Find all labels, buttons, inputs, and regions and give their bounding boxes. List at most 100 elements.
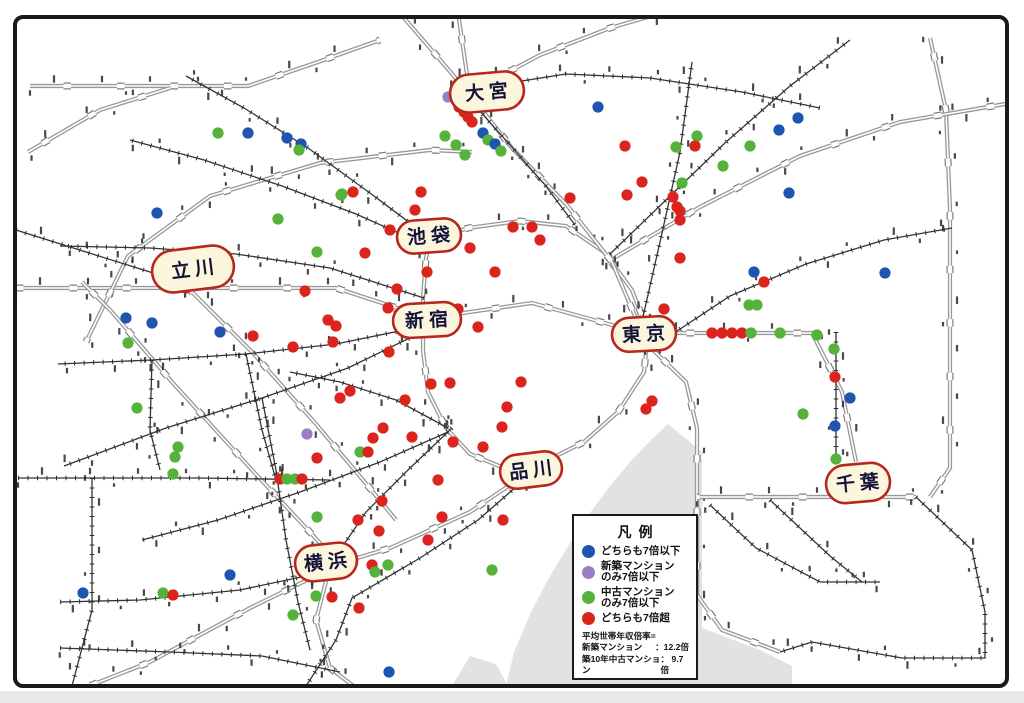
station-name-smudge [845, 242, 848, 246]
station-name-smudge [575, 225, 578, 232]
station-name-smudge [918, 238, 921, 244]
station-name-smudge [764, 502, 767, 508]
station-dot [447, 436, 459, 448]
station-name-smudge [230, 279, 234, 283]
station-dot [247, 330, 259, 342]
station-name-smudge [281, 464, 284, 471]
station-name-smudge [370, 514, 373, 520]
station-dot [811, 329, 823, 341]
station-capsule [83, 147, 473, 344]
station-name-smudge [911, 488, 915, 492]
rail-line [609, 39, 851, 255]
station-dot [310, 590, 322, 602]
station-name-smudge [722, 322, 726, 330]
station-name-smudge [955, 250, 959, 254]
station-name-smudge [201, 527, 204, 535]
station-name-smudge [269, 187, 272, 192]
station-name-smudge [937, 504, 940, 513]
station-name-smudge [418, 250, 421, 259]
station-name-smudge [674, 322, 678, 330]
station-dot [311, 452, 323, 464]
station-name-smudge [366, 594, 370, 599]
station-name-smudge [770, 323, 774, 329]
station-oval-shape [395, 217, 463, 255]
rail-line [59, 245, 425, 299]
station-name-smudge [808, 565, 811, 572]
station-name-smudge [400, 333, 403, 342]
station-name-smudge [97, 595, 101, 601]
station-dot [214, 326, 226, 338]
station-oval-label: 千葉 [835, 470, 885, 496]
station-dot [296, 473, 308, 485]
rail-line [63, 329, 427, 467]
station-capsule-outline [30, 36, 382, 90]
station-name-smudge [238, 352, 241, 359]
station-name-smudge [703, 615, 707, 621]
station-name-smudge [668, 162, 672, 167]
station-name-smudge [279, 466, 282, 472]
legend-item: どちらも7倍超 [582, 612, 689, 626]
station-dot [151, 207, 163, 219]
station-dot [444, 377, 456, 389]
station-name-smudge [922, 36, 925, 43]
station-name-smudge [459, 506, 463, 511]
station-dot [501, 401, 513, 413]
station-name-smudge [955, 344, 959, 352]
station-dot [706, 327, 718, 339]
station-name-smudge [178, 156, 181, 165]
station-name-smudge [623, 304, 626, 313]
station-name-smudge [752, 83, 755, 91]
station-name-smudge [458, 68, 461, 77]
station-name-smudge [380, 569, 383, 576]
station-name-smudge [418, 44, 422, 50]
station-name-smudge [116, 251, 119, 258]
station-name-smudge [278, 506, 281, 514]
station-name-smudge [784, 168, 787, 175]
station-oval: 立川 [150, 244, 236, 294]
station-oval: 品川 [498, 449, 564, 491]
station-name-smudge [581, 322, 584, 326]
station-name-smudge [772, 103, 775, 108]
rail-line [655, 227, 953, 346]
station-dot [472, 321, 484, 333]
rail-line [639, 61, 693, 331]
station-name-smudge [480, 116, 483, 125]
station-name-smudge [637, 301, 640, 309]
station-name-smudge [215, 596, 219, 603]
station-name-smudge [210, 298, 214, 306]
station-name-smudge [196, 76, 200, 82]
water-area [452, 656, 508, 686]
station-name-smudge [910, 499, 913, 505]
station-name-smudge [88, 467, 92, 475]
station-dot [879, 267, 891, 279]
station-dot [489, 266, 501, 278]
station-name-smudge [527, 174, 530, 179]
station-dot [564, 192, 576, 204]
footer-label-used: 築10年中古マンション [582, 653, 661, 675]
rail-line [261, 397, 311, 651]
station-name-smudge [616, 261, 619, 267]
station-name-smudge [326, 630, 329, 637]
station-name-smudge [655, 195, 659, 203]
station-name-smudge [827, 329, 831, 335]
station-name-smudge [174, 521, 178, 527]
station-dot [830, 453, 842, 465]
station-name-smudge [161, 362, 165, 371]
station-name-smudge [278, 277, 282, 285]
station-name-smudge [124, 91, 128, 95]
station-dot [399, 394, 411, 406]
station-dot [748, 266, 760, 278]
station-name-smudge [91, 342, 94, 348]
rail-line [489, 73, 821, 109]
station-name-smudge [71, 604, 74, 613]
station-dot [658, 303, 670, 315]
station-name-smudge [711, 296, 714, 303]
station-dot [436, 511, 448, 523]
station-name-smudge [155, 540, 158, 547]
station-name-smudge [267, 603, 271, 610]
station-dot [464, 242, 476, 254]
station-dot [383, 346, 395, 358]
station-dot [369, 566, 381, 578]
station-dot [422, 534, 434, 546]
station-name-smudge [180, 426, 183, 435]
